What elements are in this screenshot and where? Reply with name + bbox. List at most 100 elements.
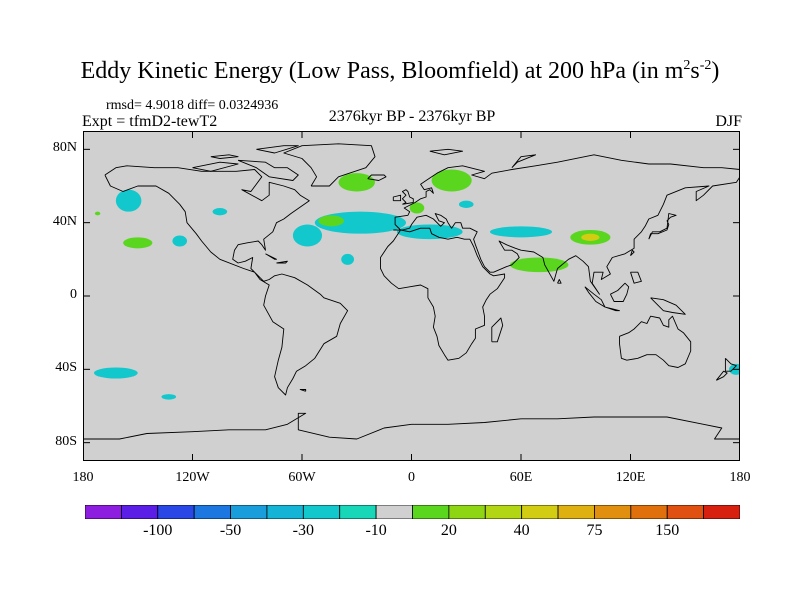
lon-label-1: 120W [175,470,210,485]
lon-label-6: 180 [729,470,751,485]
coastline-6 [392,194,402,202]
coastline-27 [429,148,464,156]
coastline-24 [630,271,642,284]
map-background [83,131,740,461]
colorbar-label-2: -30 [292,522,314,539]
coastline-7 [367,174,387,181]
world-map [83,131,740,461]
coastline-28 [299,389,307,392]
colorbar-box-17 [703,505,740,519]
tick-layer [83,131,740,461]
colorbar-box-7 [339,505,377,519]
coastline-2 [393,154,740,295]
colorbar-box-11 [484,505,523,519]
coastline-3 [380,227,506,361]
coastline-25 [630,249,635,257]
stats-text: rmsd= 4.9018 diff= 0.0324936 [106,98,279,113]
coastline-20 [256,145,299,154]
coastline-13 [491,317,504,343]
coastline-0 [104,165,349,396]
colorbar-label-1: -50 [219,522,242,539]
coastline-15 [715,370,728,381]
contour-pacific-cyan-north [212,208,228,216]
coastline-23 [557,279,562,284]
coastline-18 [192,161,239,172]
colorbar [85,505,740,519]
lat-label-3: 40S [55,360,77,376]
contour-asia-yellow [581,233,600,241]
lat-label-4: 80S [55,433,77,449]
title-close: ) [711,58,720,84]
colorbar-box-14 [594,505,632,519]
colorbar-box-2 [157,505,195,519]
lat-label-0: 80N [52,140,77,156]
coastline-19 [210,154,239,159]
contour-atlantic-green [318,215,344,227]
lat-label-2: 0 [70,287,77,302]
colorbar-svg [85,505,740,519]
lon-label-5: 120E [615,470,646,485]
colorbar-box-8 [375,505,413,519]
colorbar-box-10 [448,505,486,519]
colorbar-box-9 [412,505,450,519]
map-title: Eddy Kinetic Energy (Low Pass, Bloomfiel… [0,58,800,85]
coastline-26 [511,154,537,169]
coastline-8 [648,213,677,240]
coastline-4 [619,315,692,368]
map-frame [83,131,740,461]
coastline-5 [401,189,414,205]
contour-scandinavia-green [431,169,472,192]
coastline-1 [283,143,376,187]
title-text: Eddy Kinetic Energy (Low Pass, Bloomfiel… [80,58,684,84]
contour-layer [93,169,740,400]
coastline-16 [83,412,740,440]
season-label: DJF [715,113,742,130]
colorbar-box-1 [120,505,159,519]
coastline-11 [609,282,630,302]
coastline-17 [237,159,299,181]
coastline-10 [604,306,620,312]
lon-label-3: 0 [408,470,415,485]
coastline-21 [265,253,277,260]
contour-pacific-green [123,237,153,249]
experiment-label: Expt = tfmD2-tewT2 [82,113,218,130]
colorbar-box-5 [266,505,304,519]
coastline-12 [650,297,686,315]
coastline-14 [724,357,737,372]
colorbar-box-6 [302,505,341,519]
lon-label-0: 180 [72,470,94,485]
lon-label-2: 60W [288,470,316,485]
colorbar-label-5: 40 [513,522,530,539]
colorbar-box-0 [85,505,122,519]
colorbar-box-13 [557,505,595,519]
colorbar-box-16 [666,505,705,519]
coastline-22 [276,260,288,264]
contour-atlantic-subtropic-cyan [341,253,355,265]
contour-greenland-green [338,173,375,192]
contour-atlantic-cyan-sw [292,224,323,247]
colorbar-label-7: 150 [655,522,680,539]
title-superscript-1: 2 [683,58,691,73]
colorbar-label-0: -100 [143,522,173,539]
period-label: 2376kyr BP - 2376kyr BP [328,108,496,125]
colorbar-box-15 [630,505,668,519]
colorbar-box-12 [521,505,559,519]
coastline-layer [83,143,740,440]
title-superscript-2: -2 [699,58,712,73]
colorbar-box-4 [230,505,268,519]
map-panel [83,131,740,461]
contour-middle-east-cyan [489,226,553,238]
colorbar-label-6: 75 [586,522,603,539]
colorbar-box-3 [193,505,231,519]
lat-label-1: 40N [52,213,77,229]
contour-eastern-europe-cyan [458,200,474,208]
title-unit: s [690,58,700,84]
contour-pacific-cyan-mid [172,235,188,247]
contour-pacific-w-blob [115,189,142,212]
contour-europe-green [409,202,425,214]
colorbar-label-4: 20 [440,522,457,539]
lon-label-4: 60E [509,470,533,485]
contour-pacific-south-cyan [93,367,138,379]
contour-india-green [510,257,569,273]
contour-pacific-small-green [94,211,101,216]
